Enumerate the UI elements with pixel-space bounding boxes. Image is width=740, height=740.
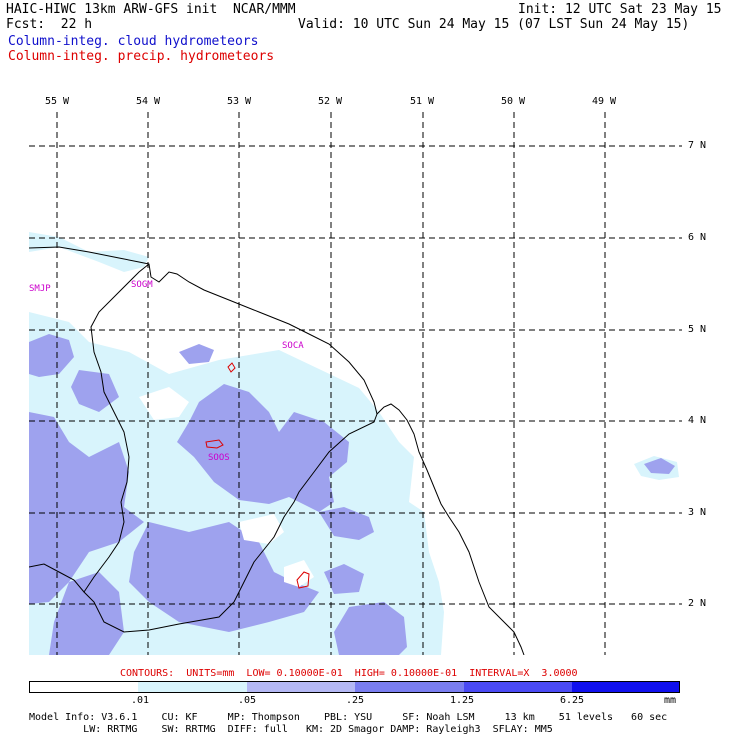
lat-label-4n: 4 N [688,415,707,426]
coastline [29,246,525,655]
valid-time: Valid: 10 UTC Sun 24 May 15 (07 LST Sun … [298,17,690,32]
station-soos: SOOS [208,453,230,463]
lon-label-51w: 51 W [410,96,435,107]
lat-label-6n: 6 N [688,232,707,243]
station-sogm: SOGM [131,280,153,290]
station-smjp: SMJP [29,284,51,294]
colorbar [29,681,680,693]
colorbar-segment-3 [355,682,464,692]
colorbar-segment-5 [572,682,679,692]
forecast-map [29,112,682,655]
cloud-gap [139,387,314,587]
field-cloud-label: Column-integ. cloud hydrometeors [8,34,259,49]
station-soca: SOCA [282,341,304,351]
colorbar-label-0: .01 [131,695,150,706]
lon-label-55w: 55 W [45,96,70,107]
lat-label-2n: 2 N [688,598,707,609]
colorbar-segment-4 [464,682,572,692]
lon-label-54w: 54 W [136,96,161,107]
colorbar-segment-2 [247,682,355,692]
forecast-hour: Fcst: 22 h [6,17,93,32]
cloud-mid-region-east [644,458,675,474]
colorbar-label-3: 1.25 [450,695,475,706]
colorbar-label-2: .25 [346,695,365,706]
lat-label-3n: 3 N [688,507,707,518]
precip-contours [205,362,310,589]
colorbar-units: mm [664,695,677,706]
lon-label-49w: 49 W [592,96,617,107]
colorbar-segment-0 [30,682,138,692]
colorbar-label-1: .05 [238,695,257,706]
lat-label-5n: 5 N [688,324,707,335]
init-time: Init: 12 UTC Sat 23 May 15 [518,2,722,17]
header-title: HAIC-HIWC 13km ARW-GFS init NCAR/MMM [6,2,296,17]
model-info-line1: Model Info: V3.6.1 CU: KF MP: Thompson P… [29,712,668,723]
lat-lon-grid [29,112,682,655]
field-precip-label: Column-integ. precip. hydrometeors [8,49,275,64]
contours-note: CONTOURS: UNITS=mm LOW= 0.10000E-01 HIGH… [120,668,578,679]
lat-label-7n: 7 N [688,140,707,151]
colorbar-label-4: 6.25 [560,695,585,706]
lon-label-52w: 52 W [318,96,343,107]
model-info-line2: LW: RRTMG SW: RRTMG DIFF: full KM: 2D Sm… [29,724,553,735]
colorbar-segment-1 [138,682,247,692]
lon-label-50w: 50 W [501,96,526,107]
lon-label-53w: 53 W [227,96,252,107]
